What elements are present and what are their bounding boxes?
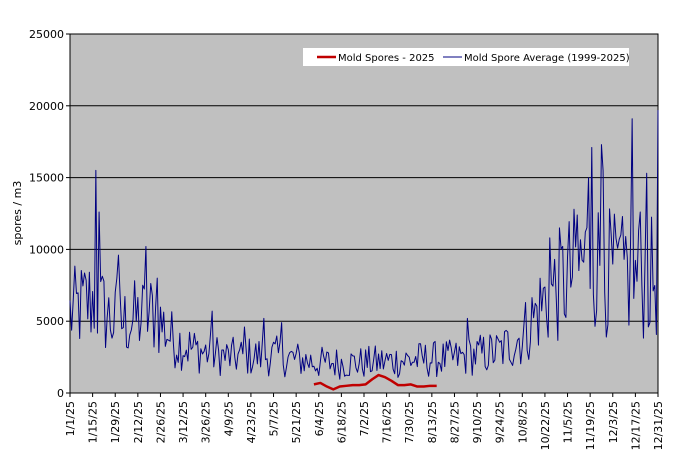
x-tick-label: 8/13/25 bbox=[426, 401, 439, 443]
x-tick-label: 11/5/25 bbox=[562, 401, 575, 443]
x-tick-label: 1/1/25 bbox=[64, 401, 77, 436]
legend: Mold Spores - 2025 Mold Spore Average (1… bbox=[303, 48, 630, 66]
x-tick-label: 6/4/25 bbox=[313, 401, 326, 436]
x-axis: 1/1/25 1/15/25 1/29/25 2/12/25 2/26/25 3/12/2… bbox=[64, 393, 665, 450]
series-layer bbox=[69, 110, 659, 391]
x-tick-label: 9/10/25 bbox=[471, 401, 484, 443]
x-tick-label: 6/18/25 bbox=[335, 401, 348, 443]
y-tick-label: 20000 bbox=[29, 100, 64, 113]
x-tick-label: 3/26/25 bbox=[200, 401, 213, 443]
legend-label-mold-spore-average: Mold Spore Average (1999-2025) bbox=[464, 53, 630, 64]
y-axis: 0 5000 10000 15000 20000 25000 bbox=[29, 28, 70, 400]
x-tick-label: 4/9/25 bbox=[222, 401, 235, 436]
x-tick-label: 9/24/25 bbox=[494, 401, 507, 443]
x-tick-label: 7/2/25 bbox=[358, 401, 371, 436]
x-tick-label: 2/12/25 bbox=[132, 401, 145, 443]
y-tick-label: 10000 bbox=[29, 243, 64, 256]
series-line-mold-spore-average bbox=[69, 110, 659, 380]
x-tick-label: 10/22/25 bbox=[539, 401, 552, 450]
x-tick-label: 5/7/25 bbox=[268, 401, 281, 436]
x-tick-label: 4/23/25 bbox=[245, 401, 258, 443]
plot-area bbox=[69, 33, 659, 394]
legend-label-mold-spores-2025: Mold Spores - 2025 bbox=[338, 53, 435, 64]
y-tick-label: 0 bbox=[57, 387, 64, 400]
x-tick-label: 5/21/25 bbox=[290, 401, 303, 443]
y-axis-title: spores / m3 bbox=[11, 181, 24, 246]
y-tick-label: 25000 bbox=[29, 28, 64, 41]
x-tick-label: 11/19/25 bbox=[584, 401, 597, 450]
x-tick-label: 7/30/25 bbox=[403, 401, 416, 443]
y-tick-label: 15000 bbox=[29, 172, 64, 185]
x-tick-label: 10/8/25 bbox=[516, 401, 529, 443]
x-tick-label: 1/15/25 bbox=[87, 401, 100, 443]
grid bbox=[70, 105, 658, 322]
x-tick-label: 3/12/25 bbox=[177, 401, 190, 443]
x-tick-label: 12/31/25 bbox=[652, 401, 665, 450]
x-tick-label: 7/16/25 bbox=[381, 401, 394, 443]
y-tick-label: 5000 bbox=[36, 315, 64, 328]
legend-box bbox=[303, 48, 629, 66]
x-tick-label: 1/29/25 bbox=[109, 401, 122, 443]
x-tick-label: 12/17/25 bbox=[629, 401, 642, 450]
x-tick-label: 2/26/25 bbox=[154, 401, 167, 443]
series-line-mold-spores-2025 bbox=[313, 373, 437, 391]
x-tick-label: 8/27/25 bbox=[448, 401, 461, 443]
x-tick-label: 12/3/25 bbox=[607, 401, 620, 443]
